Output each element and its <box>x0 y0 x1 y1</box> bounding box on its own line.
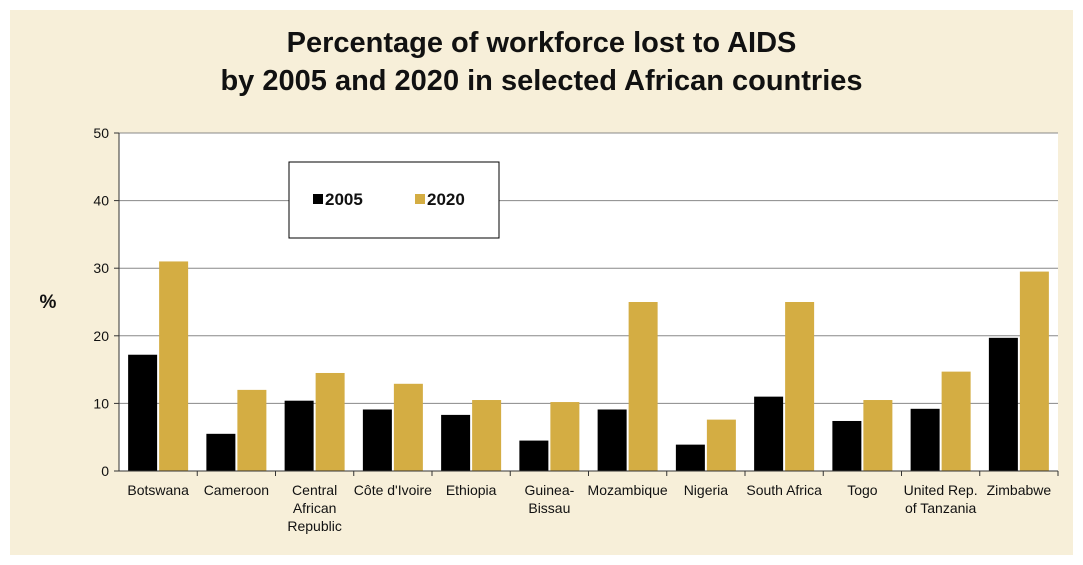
y-tick-label: 0 <box>101 463 109 479</box>
bar-2020 <box>237 389 267 471</box>
chart-title-line-1: Percentage of workforce lost to AIDS <box>286 27 797 59</box>
bar-2005 <box>284 400 314 471</box>
bar-2005 <box>988 337 1018 471</box>
legend-label-2020: 2020 <box>427 190 465 209</box>
x-category-labels: Botswana Cameroon Central African Republic Cô… <box>127 471 1059 534</box>
bar-2020 <box>628 302 658 471</box>
x-category-label: Cameroon <box>204 482 269 498</box>
bar-2005 <box>128 354 158 471</box>
x-category-label: Ethiopia <box>446 482 497 498</box>
bar-2005 <box>754 396 784 471</box>
bar-2005 <box>519 440 549 471</box>
legend-label-2005: 2005 <box>325 190 363 209</box>
x-category-label: Nigeria <box>684 482 729 498</box>
bar-2020 <box>863 400 893 471</box>
x-category-label: Côte d'Ivoire <box>354 482 432 498</box>
x-category-label: Guinea- <box>524 482 574 498</box>
bar-2005 <box>675 444 705 471</box>
y-tick-label: 20 <box>93 328 109 344</box>
bars <box>128 261 1049 471</box>
chart-title: Percentage of workforce lost to AIDS by … <box>0 24 1083 100</box>
bar-2005 <box>910 408 940 471</box>
x-category-label: Bissau <box>528 500 570 516</box>
bar-2005 <box>441 414 471 471</box>
x-category-label: Republic <box>287 518 341 534</box>
bar-2020 <box>706 419 736 471</box>
gridlines <box>119 132 1058 404</box>
y-tick-label: 50 <box>93 125 109 141</box>
bar-2005 <box>206 433 236 471</box>
bar-2020 <box>941 371 971 471</box>
legend-box <box>288 161 500 239</box>
x-category-label: Botswana <box>127 482 189 498</box>
plot-area <box>119 133 1058 471</box>
bar-2020 <box>550 402 580 471</box>
y-tick-label: 10 <box>93 395 109 411</box>
bar-2005 <box>597 409 627 471</box>
x-category-label: South Africa <box>746 482 822 498</box>
legend-swatch-2005 <box>313 194 323 204</box>
chart-title-line-2: by 2005 and 2020 in selected African cou… <box>220 65 863 97</box>
x-category-label: Togo <box>847 482 878 498</box>
y-tick-label: 40 <box>93 193 109 209</box>
x-category-label: of Tanzania <box>905 500 977 516</box>
y-axis-label: % <box>40 292 57 313</box>
bar-2005 <box>832 420 862 471</box>
x-category-label: Mozambique <box>588 482 668 498</box>
x-category-label: United Rep. <box>904 482 978 498</box>
bar-2020 <box>315 372 345 471</box>
y-tick-labels: 0 10 20 30 40 50 <box>93 125 119 479</box>
bar-2020 <box>159 261 189 471</box>
legend-swatch-2020 <box>415 194 425 204</box>
bar-2020 <box>393 383 423 471</box>
bar-2020 <box>472 400 502 471</box>
x-category-label: Zimbabwe <box>987 482 1052 498</box>
bar-2020 <box>785 302 815 471</box>
bar-2005 <box>362 409 392 471</box>
legend: 2005 2020 <box>288 161 500 239</box>
y-tick-label: 30 <box>93 260 109 276</box>
bar-2020 <box>1019 271 1049 471</box>
x-category-label: Central <box>292 482 337 498</box>
x-category-label: African <box>293 500 337 516</box>
